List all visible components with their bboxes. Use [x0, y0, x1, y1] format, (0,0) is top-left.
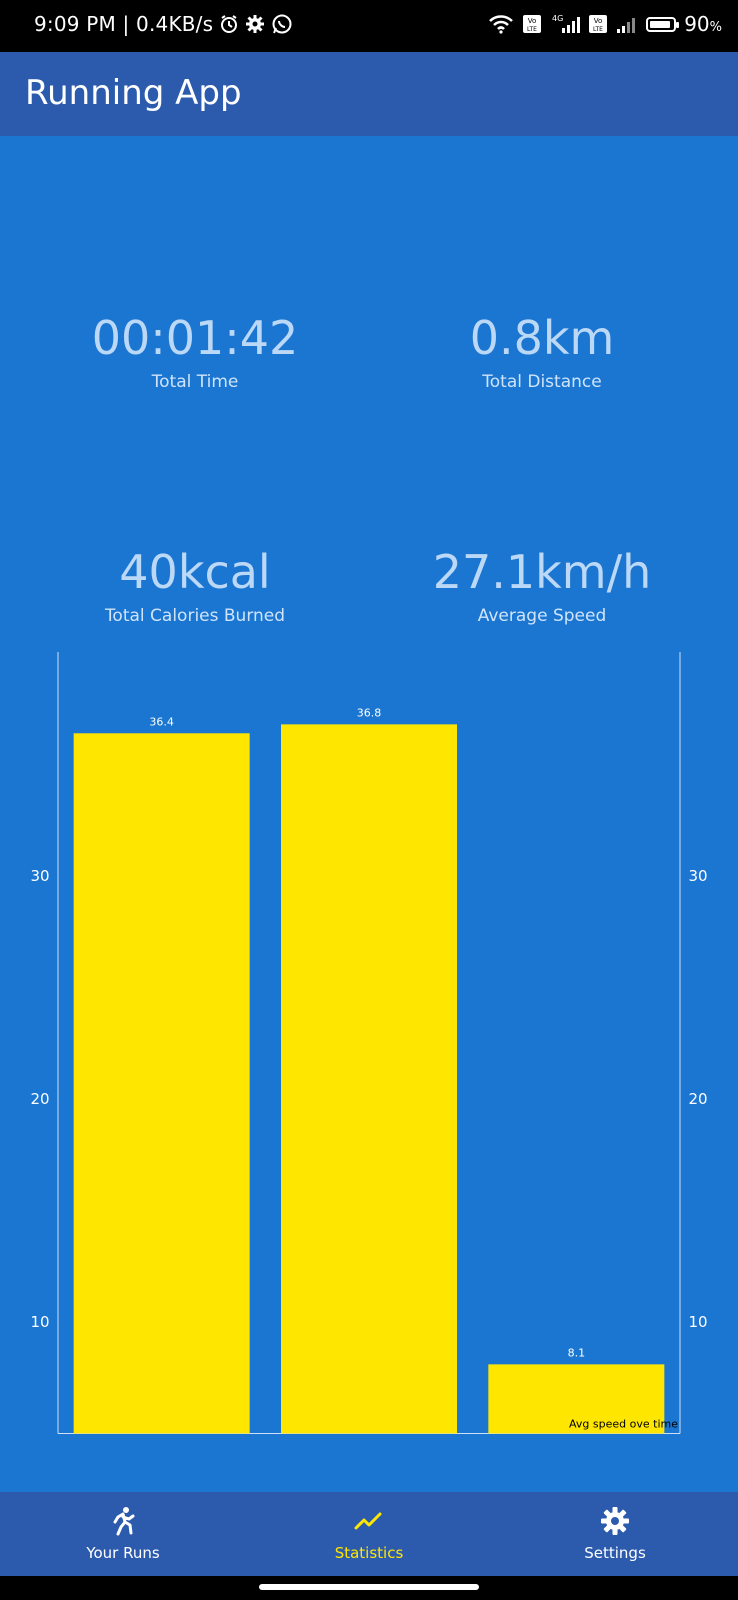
average-speed-stat: 27.1km/h Average Speed	[362, 544, 722, 626]
average-speed-label: Average Speed	[477, 606, 607, 626]
total-distance-stat: 0.8km Total Distance	[362, 310, 722, 392]
app-title: Running App	[25, 73, 242, 113]
bar-value-label: 36.8	[357, 706, 382, 719]
total-calories-stat: 40kcal Total Calories Burned	[15, 544, 375, 626]
total-calories-value: 40kcal	[119, 545, 271, 599]
total-time-label: Total Time	[151, 372, 239, 392]
total-time-value: 00:01:42	[91, 311, 299, 365]
nav-statistics-label: Statistics	[334, 1544, 404, 1562]
wifi-icon	[488, 14, 514, 34]
alarm-icon	[219, 14, 239, 34]
chart-svg: 10 10 20 20 30 30 36.4 36.8 8.1 Avg speed ove tim…	[30, 652, 708, 1434]
nav-your-runs[interactable]: Your Runs	[0, 1492, 246, 1576]
total-distance-value: 0.8km	[469, 311, 615, 365]
y-tick-label-right: 10	[688, 1313, 707, 1331]
status-time-network: 9:09 PM | 0.4KB/s	[34, 12, 214, 36]
gesture-bar[interactable]	[259, 1584, 479, 1590]
svg-text:Vo: Vo	[594, 17, 603, 25]
average-speed-value: 27.1km/h	[432, 545, 652, 599]
y-tick-label-right: 20	[688, 1090, 707, 1108]
status-right: Vo LTE 4G Vo LTE 90%	[488, 12, 722, 36]
y-tick-label-right: 30	[688, 867, 707, 885]
svg-text:LTE: LTE	[593, 26, 603, 33]
chart-bar	[281, 724, 457, 1434]
signal-icon	[616, 14, 638, 34]
signal-4g-icon: 4G	[550, 13, 581, 35]
battery-unit: %	[709, 20, 722, 35]
battery-icon	[646, 16, 680, 32]
volte-icon: Vo LTE	[588, 14, 608, 34]
statistics-screen: 00:01:42 Total Time 0.8km Total Distance…	[0, 136, 738, 1492]
trending-up-icon	[354, 1506, 384, 1536]
total-time-stat: 00:01:42 Total Time	[15, 310, 375, 392]
svg-text:4G: 4G	[552, 14, 563, 23]
battery-value: 90	[684, 12, 710, 36]
chart-bar	[73, 733, 250, 1434]
nav-statistics[interactable]: Statistics	[246, 1492, 492, 1576]
chart-bar	[488, 1364, 665, 1434]
gear-icon	[245, 14, 265, 34]
y-tick-label-left: 30	[30, 867, 49, 885]
bar-value-label: 36.4	[149, 715, 174, 728]
volte-icon: Vo LTE	[522, 14, 542, 34]
gear-icon	[600, 1506, 630, 1536]
running-icon	[108, 1506, 138, 1536]
bar-value-label: 8.1	[568, 1346, 586, 1359]
status-bar: 9:09 PM | 0.4KB/s Vo LTE 4G Vo LTE 90%	[0, 0, 738, 52]
bottom-navigation: Your Runs Statistics	[0, 1492, 738, 1576]
speed-bar-chart: 10 10 20 20 30 30 36.4 36.8 8.1 Avg speed ove tim…	[0, 652, 738, 1462]
svg-text:LTE: LTE	[527, 26, 537, 33]
battery-percent: 90%	[684, 12, 722, 36]
total-distance-label: Total Distance	[482, 372, 602, 392]
nav-settings[interactable]: Settings	[492, 1492, 738, 1576]
y-tick-label-left: 20	[30, 1090, 49, 1108]
y-tick-label-left: 10	[30, 1313, 49, 1331]
app-bar: Running App	[0, 52, 738, 136]
nav-your-runs-label: Your Runs	[86, 1544, 160, 1562]
total-calories-label: Total Calories Burned	[104, 606, 286, 626]
svg-text:Vo: Vo	[528, 17, 537, 25]
nav-settings-label: Settings	[584, 1544, 646, 1562]
whatsapp-icon	[271, 13, 293, 35]
status-left: 9:09 PM | 0.4KB/s	[34, 12, 293, 36]
chart-legend-text: Avg speed ove time	[569, 1418, 678, 1431]
